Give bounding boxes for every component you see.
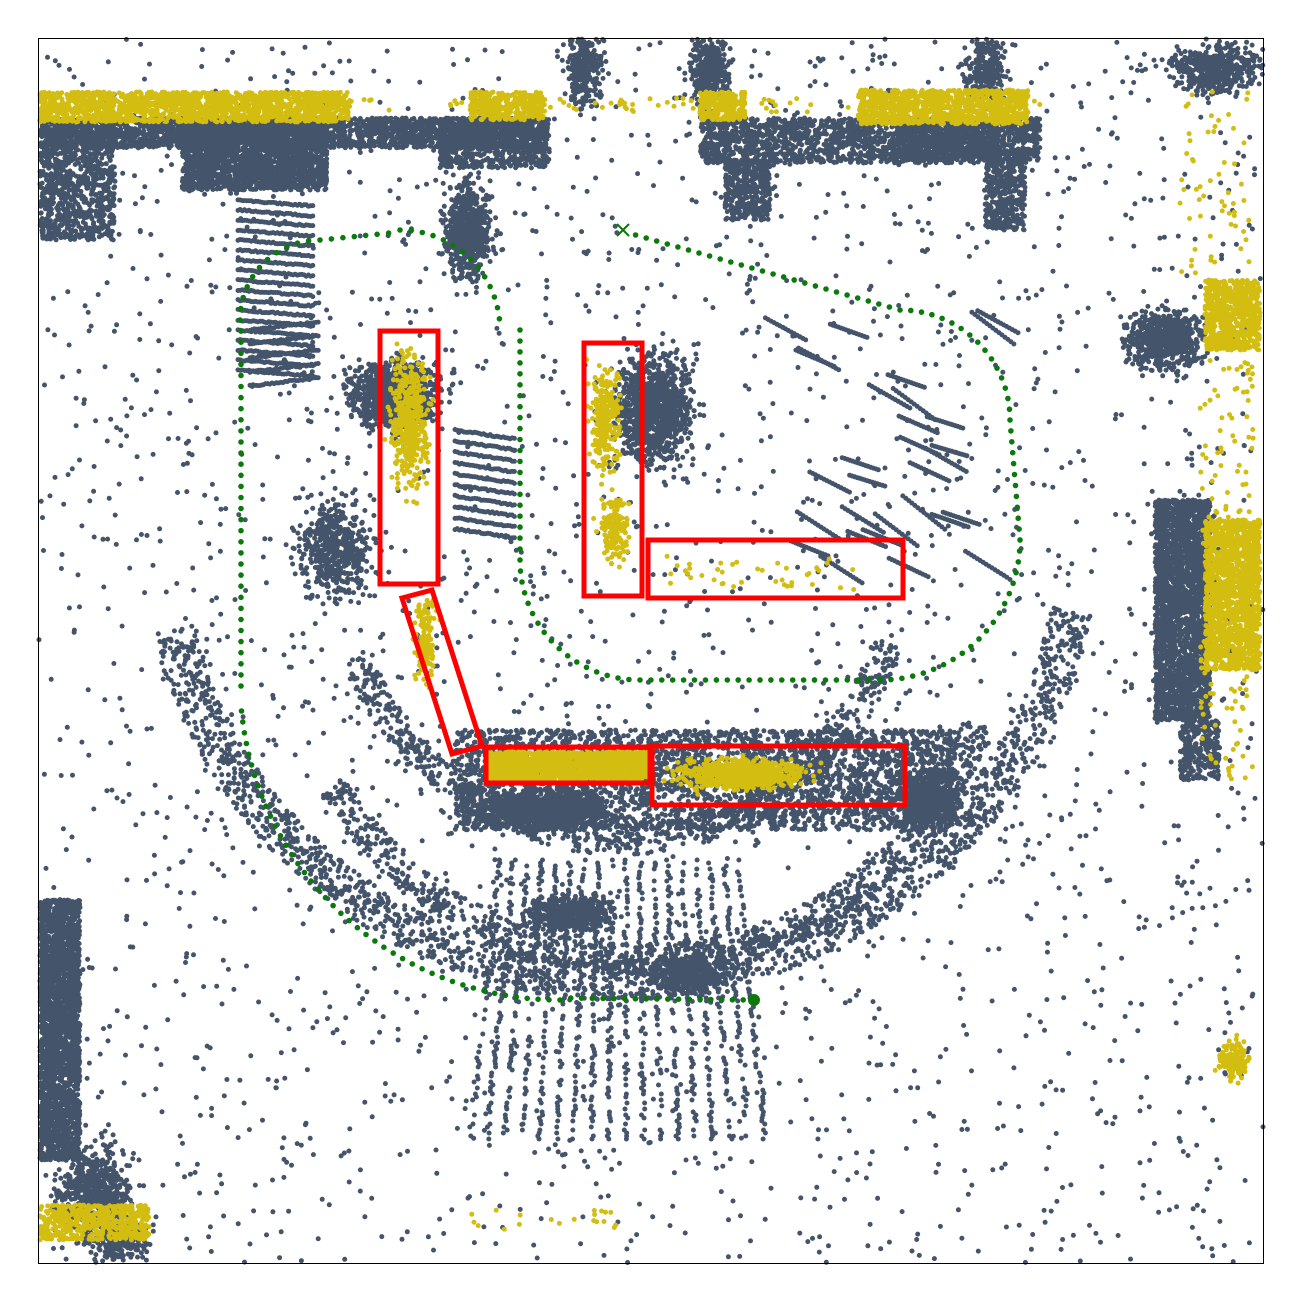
detection-box <box>649 743 908 808</box>
goal-marker <box>616 223 630 237</box>
detection-box <box>645 537 906 601</box>
start-marker <box>748 994 760 1006</box>
lidar-point-cloud <box>36 36 1266 1266</box>
detection-box <box>581 340 645 599</box>
lidar-points-layer <box>36 36 1266 1266</box>
map-frame <box>38 38 1264 1264</box>
plot-area <box>36 36 1266 1266</box>
goal-x-icon-stroke <box>616 223 630 237</box>
detection-boxes-layer <box>377 328 908 808</box>
detection-box <box>377 328 441 587</box>
detection-box <box>398 586 486 758</box>
